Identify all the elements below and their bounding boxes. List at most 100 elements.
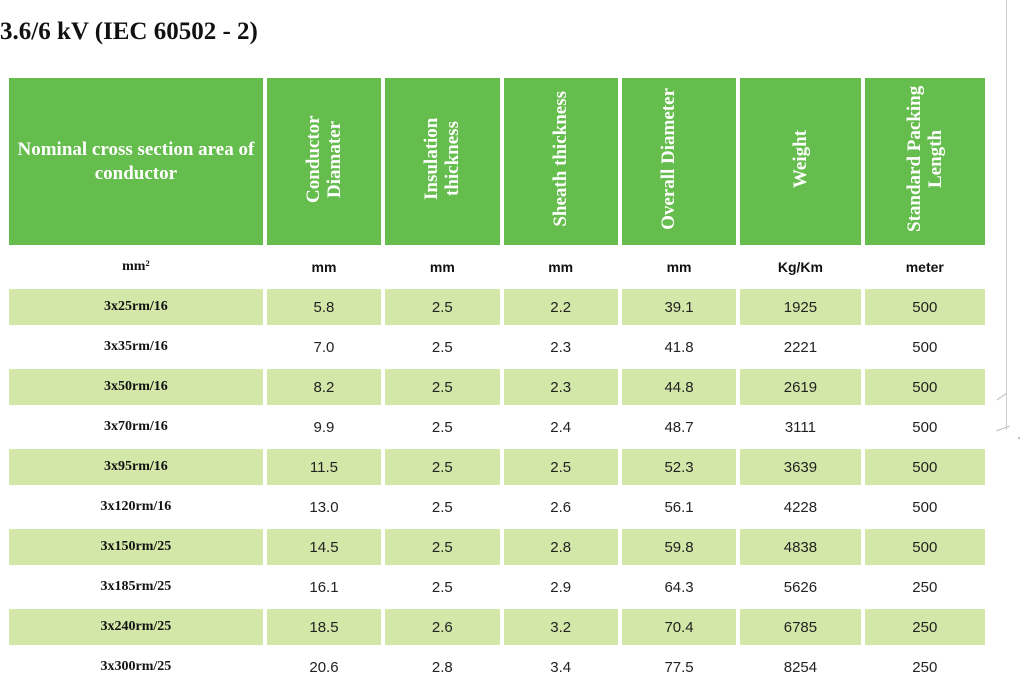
- cell-weight: 4838: [740, 529, 861, 565]
- header-label: Insulation thickness: [421, 117, 464, 201]
- cell-insulation-thickness: 2.5: [431, 338, 453, 356]
- cell-weight: 2619: [740, 369, 861, 405]
- cell-packing-length: 500: [864, 369, 985, 405]
- cell-sheath-thickness: 3.2: [503, 609, 618, 645]
- cell-cross-section: 3x120rm/16: [100, 499, 172, 514]
- cell-weight: 1925: [740, 289, 861, 325]
- header-label: Weight: [789, 129, 811, 189]
- header-label: Overall Diameter: [658, 88, 680, 230]
- cell-sheath-thickness: 2.8: [503, 529, 618, 565]
- header-label: Sheath thickness: [550, 91, 572, 227]
- cell-overall-diameter: 59.8: [621, 529, 737, 565]
- cell-overall-diameter: 77.5: [664, 658, 694, 676]
- header-sheath-thickness: Sheath thickness: [503, 78, 618, 245]
- cell-sheath-thickness: 2.5: [503, 449, 618, 485]
- cell-overall-diameter: 48.7: [664, 418, 694, 436]
- header-label: Conductor Diamater: [302, 115, 345, 203]
- cell-packing-length: 500: [864, 449, 985, 485]
- cell-sheath-thickness: 2.4: [550, 418, 572, 436]
- cell-overall-diameter: 41.8: [664, 338, 694, 356]
- table-row: 3x150rm/25 14.5 2.5 2.8 59.8 4838 500: [9, 529, 985, 565]
- cable-spec-table: Nominal cross section area of conductor …: [5, 78, 989, 685]
- cell-conductor-diameter: 13.0: [309, 498, 339, 516]
- cell-cross-section: 3x35rm/16: [104, 339, 168, 354]
- cell-sheath-thickness: 2.3: [550, 338, 572, 356]
- cell-sheath-thickness: 3.4: [550, 658, 572, 676]
- cell-packing-length: 250: [912, 578, 938, 596]
- cell-cross-section: 3x70rm/16: [104, 419, 168, 434]
- cell-packing-length: 500: [912, 418, 938, 436]
- cell-insulation-thickness: 2.5: [431, 578, 453, 596]
- cell-insulation-thickness: 2.5: [385, 369, 500, 405]
- header-label: Standard Packing Length: [903, 85, 946, 233]
- cell-sheath-thickness: 2.3: [503, 369, 618, 405]
- cell-weight: 3111: [784, 418, 816, 436]
- header-insulation-thickness: Insulation thickness: [385, 78, 500, 245]
- header-packing-length: Standard Packing Length: [864, 78, 985, 245]
- cell-overall-diameter: 70.4: [621, 609, 737, 645]
- page-title: 3.6/6 kV (IEC 60502 - 2): [0, 18, 258, 45]
- unit-conductor-diameter: mm: [311, 259, 337, 275]
- cell-conductor-diameter: 18.5: [266, 609, 382, 645]
- cell-weight: 3639: [740, 449, 861, 485]
- table-row: 3x35rm/16 7.0 2.5 2.3 41.8 2221 500: [9, 329, 985, 365]
- cell-cross-section: 3x300rm/25: [100, 659, 172, 674]
- table-row: 3x240rm/25 18.5 2.6 3.2 70.4 6785 250: [9, 609, 985, 645]
- cell-insulation-thickness: 2.6: [385, 609, 500, 645]
- cell-conductor-diameter: 16.1: [309, 578, 339, 596]
- cell-insulation-thickness: 2.5: [385, 529, 500, 565]
- cell-conductor-diameter: 14.5: [266, 529, 382, 565]
- unit-cross-section: mm²: [122, 259, 150, 274]
- cell-overall-diameter: 64.3: [664, 578, 694, 596]
- cell-sheath-thickness: 2.9: [550, 578, 572, 596]
- header-conductor-diameter: Conductor Diamater: [266, 78, 382, 245]
- table-row: 3x300rm/25 20.6 2.8 3.4 77.5 8254 250: [9, 649, 985, 685]
- cell-cross-section: 3x25rm/16: [9, 289, 263, 325]
- cell-overall-diameter: 56.1: [664, 498, 694, 516]
- edge-mark: [1018, 437, 1020, 439]
- cell-conductor-diameter: 20.6: [309, 658, 339, 676]
- header-weight: Weight: [740, 78, 861, 245]
- cell-packing-length: 500: [912, 338, 938, 356]
- cell-packing-length: 500: [864, 529, 985, 565]
- unit-packing-length: meter: [905, 259, 944, 275]
- units-row: mm² mm mm mm mm Kg/Km meter: [9, 245, 985, 289]
- header-cross-section: Nominal cross section area of conductor: [9, 78, 263, 245]
- cell-conductor-diameter: 11.5: [266, 449, 382, 485]
- cell-weight: 5626: [783, 578, 818, 596]
- cell-weight: 4228: [783, 498, 818, 516]
- table-row: 3x185rm/25 16.1 2.5 2.9 64.3 5626 250: [9, 569, 985, 605]
- cell-weight: 8254: [783, 658, 818, 676]
- cell-insulation-thickness: 2.5: [385, 449, 500, 485]
- cell-cross-section: 3x50rm/16: [9, 369, 263, 405]
- table-row: 3x120rm/16 13.0 2.5 2.6 56.1 4228 500: [9, 489, 985, 525]
- cell-packing-length: 250: [864, 609, 985, 645]
- cell-cross-section: 3x185rm/25: [100, 579, 172, 594]
- table-row: 3x50rm/16 8.2 2.5 2.3 44.8 2619 500: [9, 369, 985, 405]
- cell-packing-length: 500: [912, 498, 938, 516]
- unit-overall-diameter: mm: [666, 259, 692, 275]
- cell-insulation-thickness: 2.8: [431, 658, 453, 676]
- unit-insulation-thickness: mm: [429, 259, 455, 275]
- header-overall-diameter: Overall Diameter: [621, 78, 737, 245]
- table-row: 3x25rm/16 5.8 2.5 2.2 39.1 1925 500: [9, 289, 985, 325]
- cell-insulation-thickness: 2.5: [385, 289, 500, 325]
- table-row: 3x70rm/16 9.9 2.5 2.4 48.7 3111 500: [9, 409, 985, 445]
- cell-conductor-diameter: 7.0: [313, 338, 335, 356]
- cell-weight: 6785: [740, 609, 861, 645]
- cell-packing-length: 250: [912, 658, 938, 676]
- cell-packing-length: 500: [864, 289, 985, 325]
- cell-conductor-diameter: 9.9: [313, 418, 335, 436]
- cell-cross-section: 3x240rm/25: [9, 609, 263, 645]
- cell-cross-section: 3x95rm/16: [9, 449, 263, 485]
- header-row: Nominal cross section area of conductor …: [9, 78, 985, 245]
- cell-insulation-thickness: 2.5: [431, 498, 453, 516]
- unit-sheath-thickness: mm: [548, 259, 574, 275]
- cell-weight: 2221: [783, 338, 818, 356]
- cell-insulation-thickness: 2.5: [431, 418, 453, 436]
- cell-conductor-diameter: 5.8: [266, 289, 382, 325]
- table-row: 3x95rm/16 11.5 2.5 2.5 52.3 3639 500: [9, 449, 985, 485]
- cell-overall-diameter: 52.3: [621, 449, 737, 485]
- unit-weight: Kg/Km: [777, 259, 823, 275]
- cell-conductor-diameter: 8.2: [266, 369, 382, 405]
